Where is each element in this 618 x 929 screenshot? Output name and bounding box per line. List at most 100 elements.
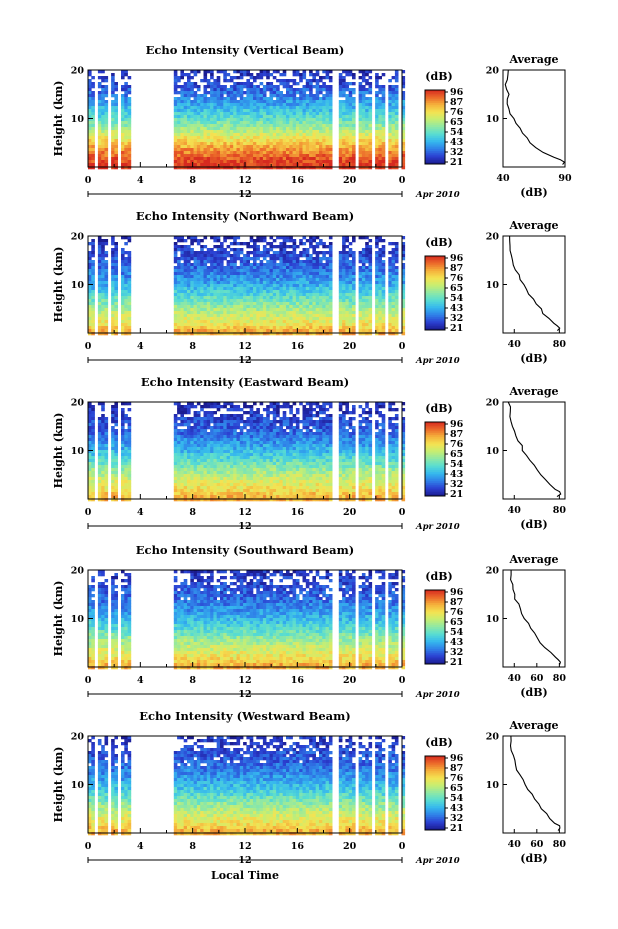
heatmap-cell <box>243 290 247 294</box>
heatmap-cell <box>190 287 194 291</box>
heatmap-cell <box>206 281 211 285</box>
heatmap-cell <box>299 121 303 125</box>
heatmap-cell <box>276 142 280 146</box>
heatmap-cell <box>236 130 241 134</box>
heatmap-cell <box>187 127 191 131</box>
heatmap-cell <box>203 314 208 318</box>
heatmap-cell <box>213 106 217 110</box>
colorbar-step <box>425 97 445 100</box>
heatmap-cell <box>352 88 356 92</box>
heatmap-cell <box>88 142 92 146</box>
heatmap-cell <box>173 97 178 101</box>
heatmap-cell <box>381 329 386 333</box>
heatmap-cell <box>368 260 373 264</box>
heatmap-cell <box>187 317 191 321</box>
heatmap-cell <box>190 269 194 273</box>
heatmap-cell <box>187 308 191 312</box>
heatmap-cell <box>262 100 267 104</box>
heatmap-cell <box>388 311 392 315</box>
heatmap-cell <box>104 423 109 427</box>
colorbar-step <box>425 317 445 320</box>
heatmap-cell <box>381 124 386 128</box>
heatmap-cell <box>361 308 366 312</box>
heatmap-cell <box>276 305 280 309</box>
heatmap-cell <box>223 320 227 324</box>
heatmap-cell <box>259 118 264 122</box>
heatmap-cell <box>365 166 369 170</box>
heatmap-cell <box>262 284 267 288</box>
heatmap-cell <box>272 127 277 131</box>
heatmap-cell <box>183 148 188 152</box>
heatmap-cell <box>190 151 194 155</box>
heatmap-cell <box>114 100 118 104</box>
heatmap-cell <box>88 299 92 303</box>
heatmap-cell <box>213 263 217 267</box>
heatmap-cell <box>206 329 211 333</box>
colorbar-step <box>425 326 445 329</box>
heatmap-cell <box>352 151 356 155</box>
heatmap-cell <box>289 299 293 303</box>
heatmap-cell <box>91 151 95 155</box>
heatmap-cell <box>210 266 214 270</box>
heatmap-cell <box>226 269 231 273</box>
heatmap-cell <box>381 121 386 125</box>
heatmap-cell <box>338 139 343 143</box>
heatmap-cell <box>127 420 132 424</box>
heatmap-cell <box>345 106 349 110</box>
heatmap-cell <box>312 106 316 110</box>
heatmap-cell <box>88 269 92 273</box>
heatmap-cell <box>266 308 270 312</box>
heatmap-cell <box>236 329 241 333</box>
heatmap-cell <box>249 278 254 282</box>
heatmap-cell <box>190 293 194 297</box>
heatmap-cell <box>183 115 188 119</box>
heatmap-cell <box>236 308 241 312</box>
heatmap-cell <box>279 121 283 125</box>
heatmap-cell <box>375 293 379 297</box>
heatmap-cell <box>246 166 250 170</box>
heatmap-cell <box>295 118 300 122</box>
heatmap-cell <box>97 251 102 255</box>
heatmap-cell <box>292 160 297 164</box>
heatmap-cell <box>114 82 118 86</box>
heatmap-cell <box>127 308 132 312</box>
heatmap-cell <box>114 94 118 98</box>
colorbar-step <box>425 257 445 261</box>
heatmap-cell <box>223 136 227 140</box>
heatmap-cell <box>401 314 406 318</box>
heatmap-cell <box>91 254 95 258</box>
heatmap-cell <box>295 299 300 303</box>
heatmap-cell <box>292 166 297 170</box>
heatmap-cell <box>276 70 280 74</box>
heatmap-cell <box>361 70 366 74</box>
heatmap-cell <box>233 251 237 255</box>
heatmap-cell <box>361 269 366 273</box>
colorbar-step <box>425 99 445 102</box>
heatmap-cell <box>279 302 283 306</box>
heatmap-cell <box>187 130 191 134</box>
heatmap-cell <box>378 100 382 104</box>
heatmap-cell <box>286 121 290 125</box>
heatmap-cell <box>259 299 264 303</box>
heatmap-cell <box>249 73 254 77</box>
heatmap-cell <box>299 326 303 330</box>
heatmap-cell <box>319 260 323 264</box>
heatmap-cell <box>187 142 191 146</box>
heatmap-cell <box>276 118 280 122</box>
heatmap-cell <box>394 130 399 134</box>
heatmap-cell <box>394 248 399 252</box>
heatmap-cell <box>328 314 333 318</box>
heatmap-cell <box>375 163 379 167</box>
heatmap-cell <box>196 112 201 116</box>
heatmap-cell <box>104 317 109 321</box>
heatmap-cell <box>312 317 316 321</box>
heatmap-cell <box>315 287 320 291</box>
heatmap-cell <box>295 281 300 285</box>
heatmap-cell <box>286 317 290 321</box>
heatmap-cell <box>216 251 221 255</box>
heatmap-cell <box>104 308 109 312</box>
colorbar-step <box>425 328 445 331</box>
heatmap-cell <box>325 103 330 107</box>
heatmap-cell <box>249 118 254 122</box>
heatmap-cell <box>368 278 373 282</box>
